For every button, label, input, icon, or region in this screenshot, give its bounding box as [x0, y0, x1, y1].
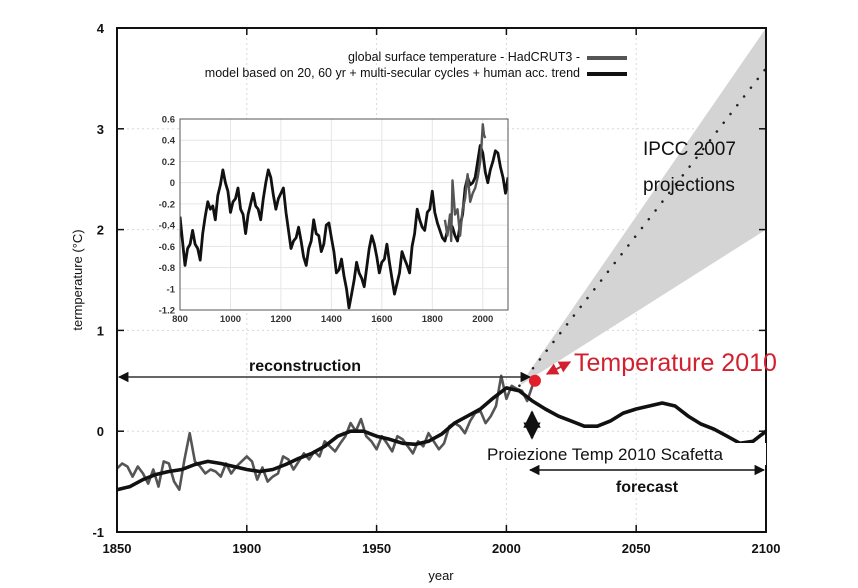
legend-label-hadcrut3: global surface temperature - HadCRUT3 - — [348, 50, 580, 64]
proiezione-label: Proiezione Temp 2010 Scafetta — [487, 445, 723, 464]
inset-y-tick-label: 0.6 — [162, 115, 175, 126]
x-tick-label: 1900 — [232, 541, 261, 556]
y-tick-label: 3 — [97, 122, 104, 137]
inset-x-tick-label: 1600 — [371, 314, 392, 325]
y-tick-label: 0 — [97, 424, 104, 439]
inset-y-tick-label: 0.4 — [162, 136, 176, 147]
plot-frame — [116, 27, 767, 533]
inset-chart: 800 1000 1200 1400 1600 1800 2000 0.6 0.4 0.2 0 -0.… — [159, 115, 509, 326]
ipcc-label-line1: IPCC 2007 — [643, 139, 736, 160]
inset-hadcrut3-line — [443, 123, 487, 243]
y-tick-label: 4 — [97, 21, 105, 36]
ipcc-projection-band — [519, 28, 766, 386]
x-tick-label: 2000 — [492, 541, 521, 556]
inset-x-tick-label: 1000 — [220, 314, 241, 325]
inset-x-tick-label: 800 — [172, 314, 188, 325]
model-line — [117, 386, 766, 492]
ipcc-band-layer — [519, 28, 766, 386]
series-layer — [117, 67, 766, 492]
ipcc-central-projection-line — [518, 67, 766, 388]
inset-y-tick-label: -0.6 — [159, 242, 175, 253]
inset-x-tick-label: 2000 — [472, 314, 493, 325]
inset-y-tick-label: 0.2 — [162, 157, 175, 168]
y-tick-label: -1 — [92, 525, 104, 540]
forecast-label: forecast — [616, 479, 679, 496]
proiezione-label-bg — [486, 443, 766, 465]
legend-label-model: model based on 20, 60 yr + multi-secular… — [205, 66, 580, 80]
x-tick-label: 1850 — [103, 541, 132, 556]
inset-y-tick-label: -0.2 — [159, 199, 175, 210]
inset-ticks: 800 1000 1200 1400 1600 1800 2000 0.6 0.4 0.2 0 -0.… — [159, 115, 494, 326]
inset-y-tick-label: -1 — [167, 284, 176, 295]
y-tick-label: 2 — [97, 223, 104, 238]
y-axis-title: termperature (°C) — [70, 229, 85, 330]
x-tick-label: 2050 — [622, 541, 651, 556]
legend: global surface temperature - HadCRUT3 - … — [205, 50, 627, 80]
hadcrut3-line — [117, 374, 534, 491]
point-layer — [528, 374, 541, 387]
y-tick-label: 1 — [97, 323, 104, 338]
inset-series-layer — [180, 123, 508, 310]
inset-x-tick-label: 1200 — [270, 314, 291, 325]
inset-x-tick-label: 1800 — [422, 314, 443, 325]
ipcc-label-line2: projections — [643, 175, 735, 196]
temperature-2010-label: Temperature 2010 — [574, 349, 777, 377]
x-axis-title: year — [428, 568, 454, 583]
axis-ticks: 1850 1900 1950 2000 2050 2100 -1 0 1 2 3 4 — [92, 21, 780, 556]
inset-y-tick-label: 0 — [170, 178, 175, 189]
temperature-2010-point — [528, 374, 541, 387]
temperature-2010-arrow — [545, 361, 572, 375]
inset-model-line — [180, 144, 508, 310]
inset-frame — [179, 118, 509, 311]
inset-y-tick-label: -0.4 — [159, 221, 176, 232]
x-tick-label: 2100 — [752, 541, 781, 556]
reconstruction-label: reconstruction — [249, 358, 361, 375]
inset-x-tick-label: 1400 — [321, 314, 342, 325]
x-tick-label: 1950 — [362, 541, 391, 556]
inset-y-tick-label: -1.2 — [159, 306, 175, 317]
inset-y-tick-label: -0.8 — [159, 263, 175, 274]
